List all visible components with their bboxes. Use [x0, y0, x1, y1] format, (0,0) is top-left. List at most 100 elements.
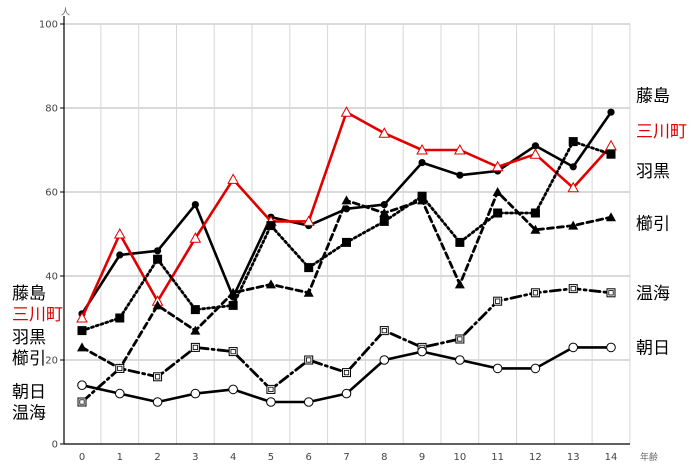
data-point-4-5 [266, 384, 276, 394]
data-point-2-14 [606, 149, 616, 159]
data-point-3-7 [341, 195, 352, 205]
data-point-1-13 [567, 181, 580, 193]
data-point-3-5 [265, 279, 276, 289]
series-label-left-3: 櫛引 [12, 349, 46, 369]
data-point-0-3 [191, 201, 199, 209]
data-point-2-12 [530, 208, 540, 218]
data-point-1-1 [113, 227, 126, 239]
x-tick-label: 8 [381, 452, 387, 463]
data-point-1-8 [378, 127, 391, 138]
data-point-4-7-inner [343, 369, 350, 376]
x-tick-label: 6 [306, 452, 312, 463]
data-point-1-3 [189, 232, 202, 243]
y-tick-label: 40 [45, 272, 58, 283]
series-label-right-2: 羽黒 [636, 162, 670, 182]
data-point-4-4-inner [230, 348, 236, 355]
data-point-3-4 [228, 287, 239, 297]
data-point-4-3-inner [192, 344, 198, 351]
series-label-right-0: 藤島 [636, 86, 670, 106]
x-tick-label: 13 [567, 452, 580, 463]
grid [64, 23, 631, 444]
data-point-1-0 [76, 311, 88, 323]
data-point-4-6 [304, 355, 314, 365]
data-point-4-2-inner [154, 374, 161, 380]
data-point-3-11 [492, 187, 503, 196]
data-point-4-12-inner [532, 290, 539, 296]
series-label-left-5: 温海 [12, 404, 46, 424]
data-point-2-8 [379, 216, 389, 226]
data-point-4-0-inner [79, 399, 85, 405]
data-point-5-1 [114, 388, 125, 399]
data-point-2-11 [493, 208, 503, 218]
data-point-4-10 [455, 334, 465, 344]
data-point-3-8 [379, 208, 390, 217]
data-point-4-2 [153, 372, 163, 382]
data-point-4-10-inner [457, 336, 463, 342]
y-axis-label: 人 [61, 7, 70, 18]
x-tick-label: 11 [491, 452, 504, 463]
data-point-1-6 [302, 215, 315, 226]
data-point-0-2 [153, 247, 162, 255]
series-line-3 [80, 190, 613, 370]
x-tick-label: 5 [268, 452, 274, 463]
series-label-right-1: 三川町 [636, 122, 687, 142]
data-point-4-1-inner [117, 365, 123, 372]
data-point-4-7 [342, 368, 351, 378]
x-tick-label: 3 [192, 452, 198, 463]
data-point-1-10 [454, 143, 466, 155]
y-tick-label: 80 [45, 104, 58, 115]
data-point-4-0 [77, 397, 87, 407]
data-point-5-3 [190, 388, 201, 399]
data-point-2-5 [266, 221, 276, 231]
data-point-0-1 [116, 251, 124, 259]
data-point-2-2 [153, 254, 163, 264]
y-tick-label: 20 [45, 356, 58, 367]
x-tick-label: 7 [343, 452, 349, 463]
data-point-4-13-inner [570, 285, 576, 292]
series-label-left-4: 朝日 [12, 383, 46, 403]
x-tick-label: 0 [79, 452, 85, 463]
data-point-3-14 [606, 212, 616, 222]
data-point-0-12 [531, 142, 540, 150]
series-group [76, 106, 617, 407]
data-point-2-3 [190, 305, 200, 315]
data-point-5-9 [417, 346, 427, 357]
data-point-5-12 [530, 363, 541, 374]
data-point-4-11-inner [495, 298, 501, 304]
series-label-right-5: 朝日 [636, 338, 670, 358]
data-point-3-3 [190, 325, 201, 335]
data-point-4-11 [493, 296, 503, 306]
data-point-4-8-inner [381, 327, 387, 334]
data-point-1-14 [605, 139, 617, 151]
data-point-3-13 [568, 220, 579, 230]
x-tick-label: 10 [453, 452, 466, 463]
data-point-1-9 [416, 143, 428, 155]
data-point-4-3 [190, 342, 200, 352]
data-point-5-0 [77, 380, 87, 391]
data-point-4-14 [606, 288, 616, 298]
data-point-0-14 [607, 108, 615, 116]
series-label-right-3: 櫛引 [636, 215, 670, 235]
data-point-4-1 [115, 363, 125, 373]
x-tick-label: 9 [419, 452, 425, 463]
y-tick-label: 100 [39, 20, 58, 31]
data-point-4-8 [379, 326, 389, 336]
data-point-3-0 [77, 342, 87, 352]
data-point-2-10 [455, 237, 465, 247]
data-point-2-4 [228, 300, 238, 310]
data-point-4-13 [568, 284, 578, 294]
data-point-2-1 [115, 313, 125, 323]
series-label-right-4: 温海 [636, 284, 670, 304]
data-point-4-14-inner [608, 290, 614, 296]
series-label-left-1: 三川町 [12, 305, 63, 325]
data-point-4-12 [530, 288, 540, 298]
x-tick-label: 2 [154, 452, 160, 463]
y-tick-label: 0 [52, 440, 58, 451]
x-tick-label: 4 [230, 452, 236, 463]
data-point-1-11 [491, 160, 504, 172]
data-point-3-10 [454, 279, 465, 289]
data-point-3-12 [530, 224, 541, 234]
data-point-5-11 [492, 363, 503, 374]
